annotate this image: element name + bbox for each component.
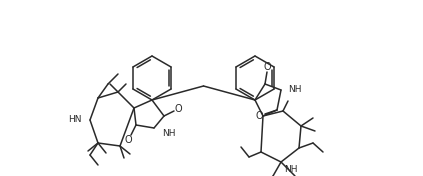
Text: O: O [255, 111, 263, 121]
Text: O: O [174, 104, 182, 114]
Text: HN: HN [69, 115, 82, 124]
Text: O: O [124, 135, 132, 145]
Text: NH: NH [162, 128, 176, 137]
Text: O: O [263, 62, 271, 72]
Text: NH: NH [284, 165, 297, 174]
Text: NH: NH [288, 86, 302, 95]
